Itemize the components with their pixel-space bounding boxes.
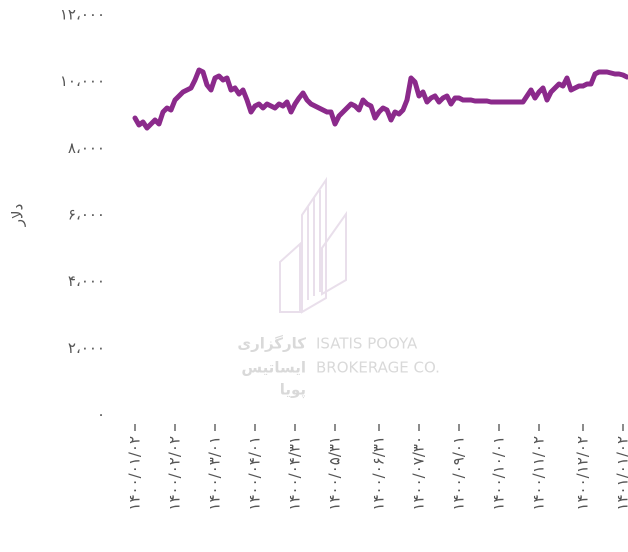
watermark: کارگزاری ایساتیس پویا ISATIS POOYA BROKE… xyxy=(237,176,440,400)
watermark-text: BROKERAGE CO. xyxy=(316,359,440,377)
y-tick-label: ۸،۰۰۰ xyxy=(68,139,105,157)
y-tick-label: ۶،۰۰۰ xyxy=(68,206,105,224)
x-tick-label: ۱۴۰۰/۰۹/۰۱ xyxy=(450,436,468,511)
x-tick-label: ۱۴۰۰/۰۶/۳۱ xyxy=(370,436,388,511)
y-tick-label: ۱۰،۰۰۰ xyxy=(60,72,105,90)
price-line xyxy=(132,67,628,131)
y-tick-label: ۱۲،۰۰۰ xyxy=(60,6,105,24)
watermark-text: کارگزاری xyxy=(237,335,306,353)
y-tick-label: ۰ xyxy=(97,406,105,424)
x-tick-label: ۱۴۰۰/۱۲/۰۲ xyxy=(574,436,592,511)
y-axis-label: دلار xyxy=(9,204,27,227)
watermark-text: پویا xyxy=(280,381,306,400)
x-tick-label: ۱۴۰۰/۱۱/۰۲ xyxy=(530,436,548,511)
watermark-text: ایساتیس xyxy=(241,359,306,377)
x-tick-label: ۱۴۰۰/۰۴/۳۱ xyxy=(286,436,304,511)
y-tick-label: ۲،۰۰۰ xyxy=(68,339,105,357)
x-tick-label: ۱۴۰۰/۰۷/۳۰ xyxy=(410,436,428,511)
x-tick-label: ۱۴۰۰/۰۲/۰۲ xyxy=(166,436,184,511)
y-tick-label: ۴،۰۰۰ xyxy=(68,272,105,290)
x-tick-label: ۱۴۰۰/۰۳/۰۱ xyxy=(206,436,224,511)
x-tick-label: ۱۴۰۰/۱۰/۰۱ xyxy=(490,436,508,511)
x-tick-label: ۱۴۰۰/۰۵/۳۱ xyxy=(326,436,344,511)
x-tick-label: ۱۴۰۰/۰۴/۰۱ xyxy=(246,436,264,511)
watermark-text: ISATIS POOYA xyxy=(316,335,418,353)
x-tick-label: ۱۴۰۰/۰۱/۰۲ xyxy=(126,436,144,511)
x-tick-label: ۱۴۰۱/۰۱/۰۲ xyxy=(614,436,628,511)
